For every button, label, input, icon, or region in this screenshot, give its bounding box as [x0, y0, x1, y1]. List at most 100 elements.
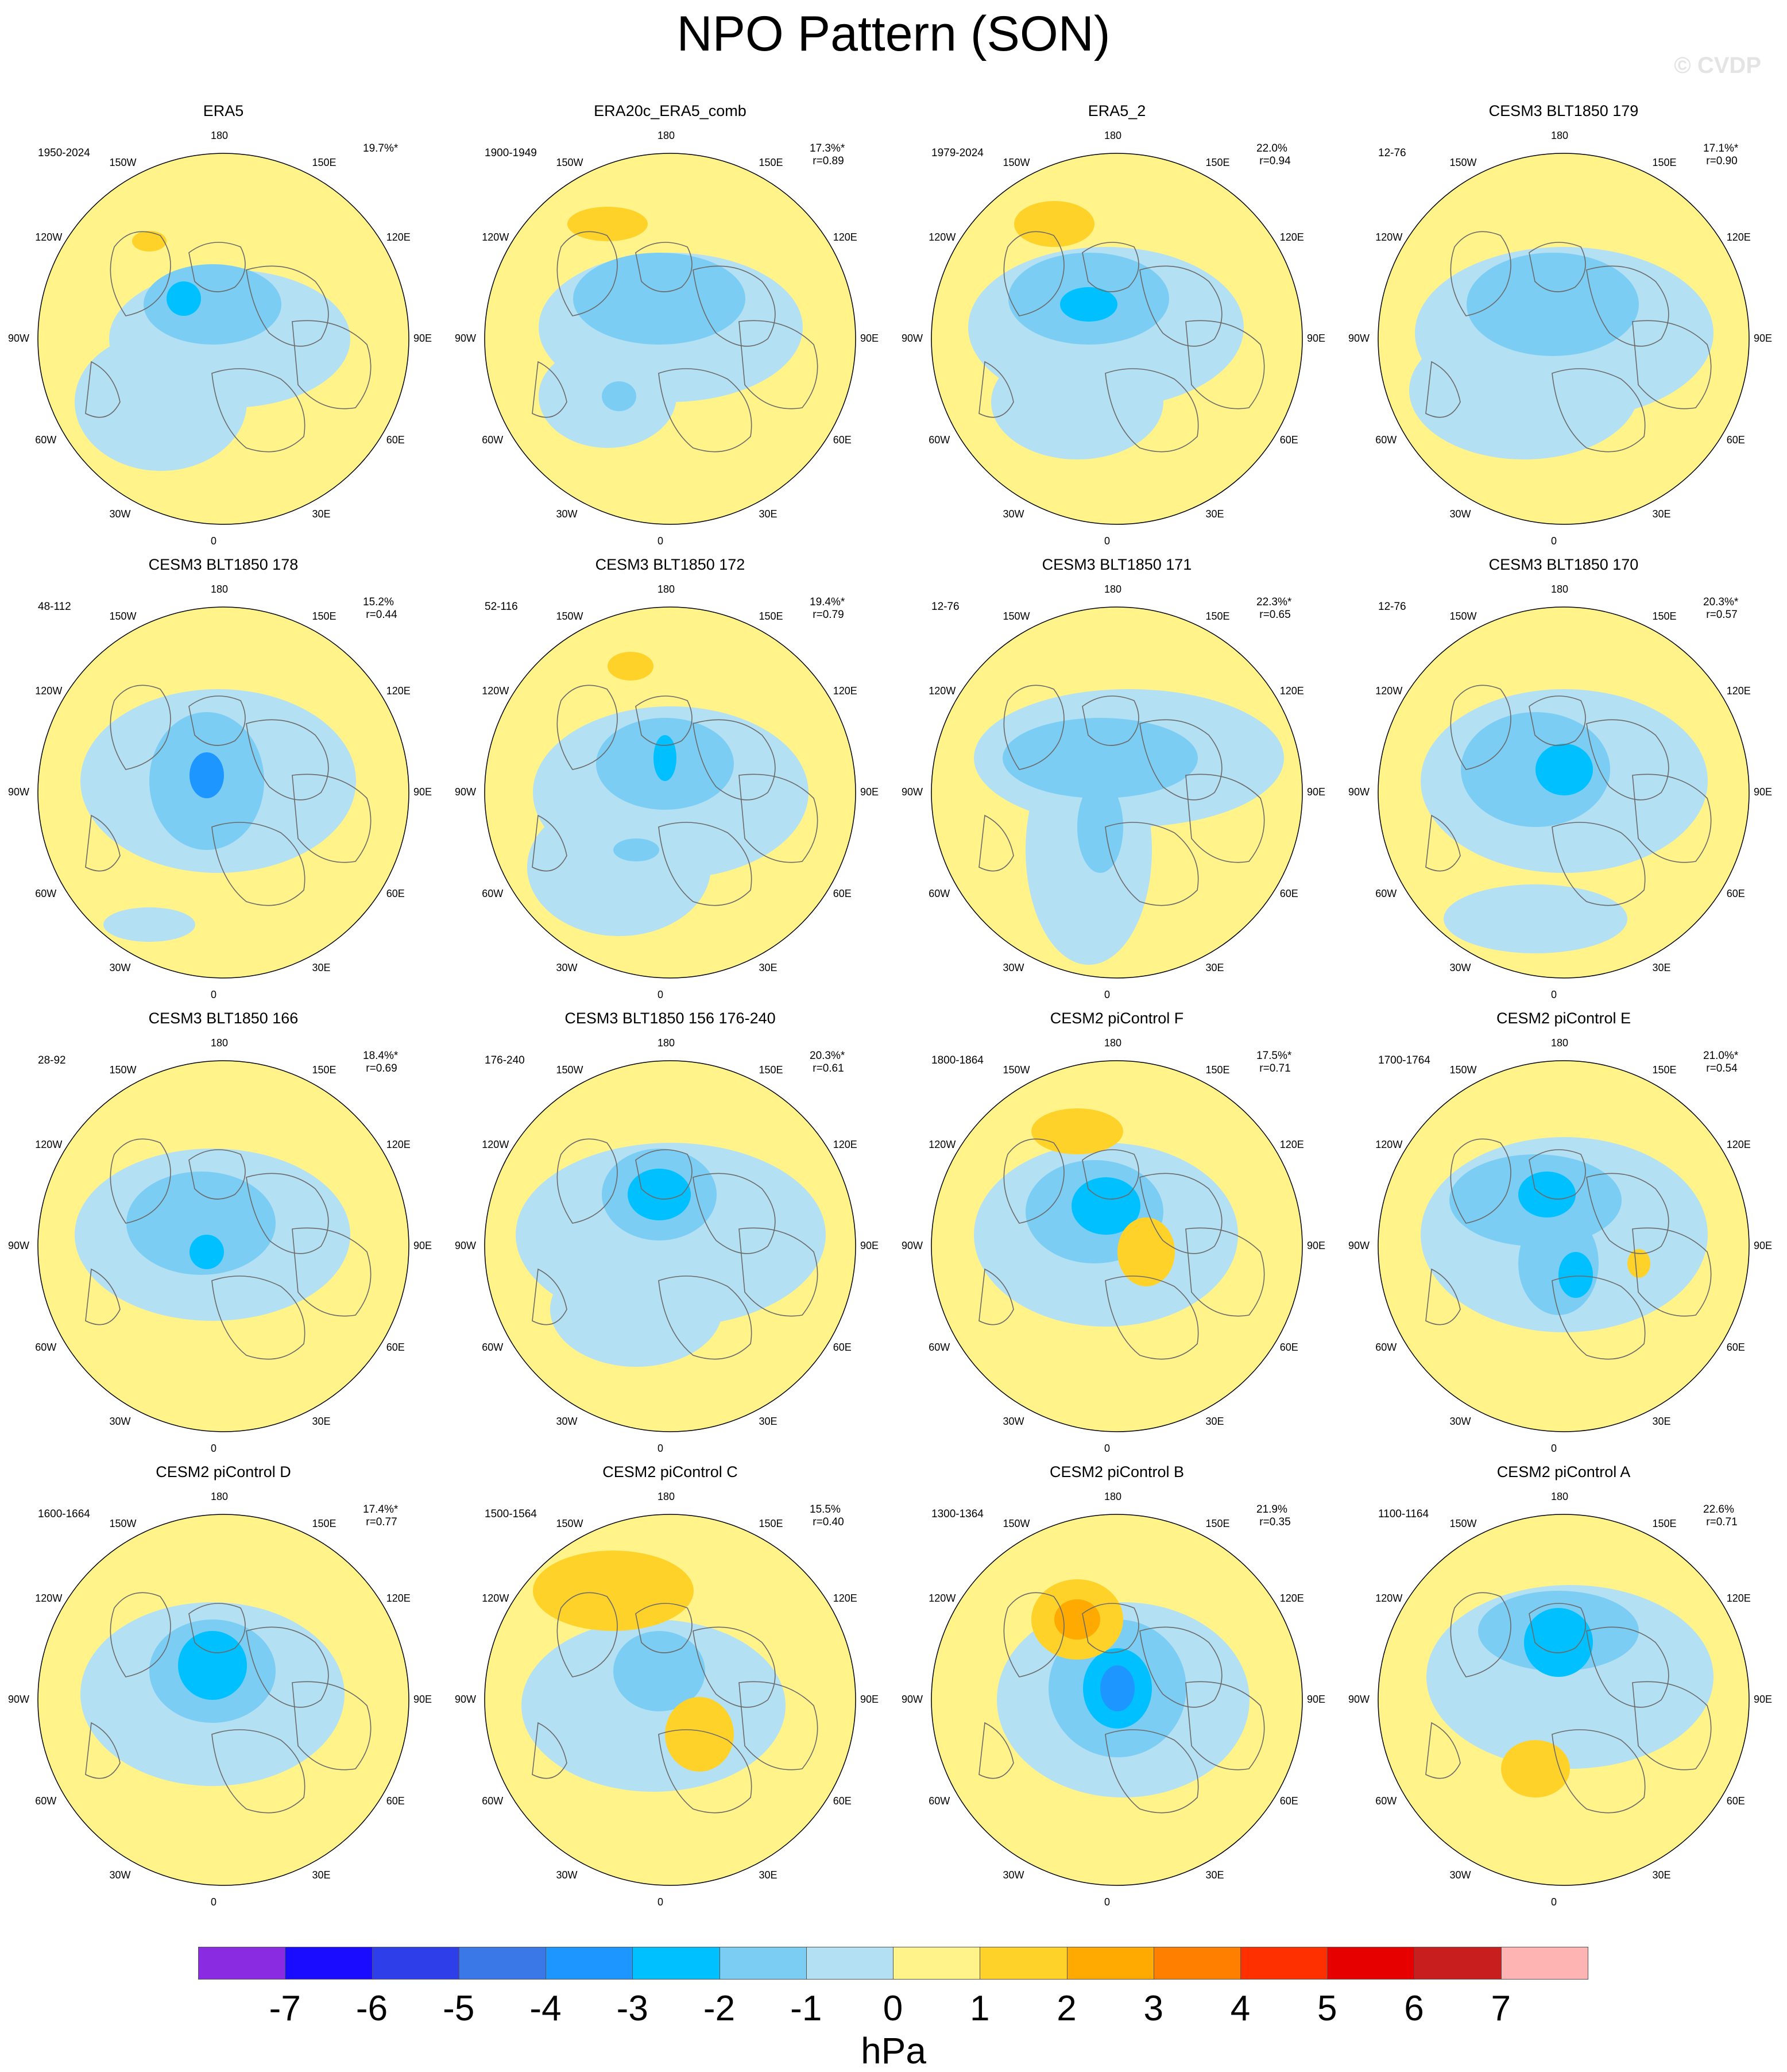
panel-statistics: 17.1%* r=0.90: [1703, 142, 1738, 168]
longitude-label: 120E: [833, 685, 857, 697]
colorbar-bin: [372, 1947, 459, 1980]
longitude-label: 120E: [1727, 1139, 1751, 1151]
longitude-label: 180: [657, 583, 675, 596]
longitude-label: 120E: [1727, 685, 1751, 697]
longitude-label: 90E: [860, 1240, 879, 1252]
panel-title: CESM2 piControl E: [1340, 1010, 1787, 1027]
positive-anomaly-region: [1014, 201, 1094, 247]
longitude-label: 120E: [833, 1139, 857, 1151]
panel-title: CESM3 BLT1850 172: [447, 556, 894, 574]
longitude-label: 180: [211, 1491, 228, 1503]
longitude-label: 60W: [482, 434, 503, 446]
colorbar-bin: [980, 1947, 1067, 1980]
longitude-label: 90E: [1307, 333, 1325, 345]
longitude-label: 150E: [759, 157, 783, 169]
longitude-label: 120W: [1375, 1592, 1402, 1605]
colorbar-unit: hPa: [0, 2030, 1787, 2072]
negative-anomaly-region: [1518, 1172, 1576, 1217]
map-panel: CESM3 BLT1850 172 52-116 19.4%* r=0.79 180 1…: [447, 551, 894, 1005]
panel-period: 1500-1564: [485, 1508, 537, 1521]
negative-anomaly-region: [1524, 1608, 1593, 1677]
longitude-label: 30E: [312, 508, 331, 520]
longitude-label: 90E: [1754, 333, 1772, 345]
panel-statistics: 21.9% r=0.35: [1256, 1503, 1291, 1529]
longitude-label: 150W: [110, 610, 137, 623]
longitude-label: 30E: [1206, 1869, 1224, 1881]
colorbar-bin: [1067, 1947, 1154, 1980]
longitude-label: 90E: [1307, 1240, 1325, 1252]
map-panel: CESM3 BLT1850 156 176-240 176-240 20.3%* r…: [447, 1005, 894, 1459]
positive-anomaly-region: [533, 1551, 694, 1631]
longitude-label: 0: [211, 535, 216, 547]
longitude-label: 90W: [455, 786, 476, 798]
longitude-label: 150W: [1450, 610, 1477, 623]
panel-title: CESM3 BLT1850 170: [1340, 556, 1787, 574]
longitude-label: 90E: [1307, 786, 1325, 798]
longitude-label: 90E: [1307, 1694, 1325, 1706]
longitude-label: 0: [657, 1896, 663, 1908]
longitude-label: 120W: [482, 231, 509, 243]
negative-anomaly-region: [527, 798, 711, 936]
longitude-label: 120E: [1727, 231, 1751, 243]
longitude-label: 30W: [110, 962, 131, 974]
longitude-label: 0: [657, 535, 663, 547]
longitude-label: 30W: [1450, 1869, 1471, 1881]
longitude-label: 120E: [1727, 1592, 1751, 1605]
colorbar-tick-label: 5: [1293, 1988, 1361, 2029]
longitude-label: 0: [211, 989, 216, 1001]
panel-period: 1300-1364: [931, 1508, 984, 1521]
longitude-label: 60W: [1375, 434, 1397, 446]
longitude-label: 30W: [556, 1416, 578, 1428]
longitude-label: 60W: [929, 1342, 950, 1354]
longitude-label: 0: [1551, 1443, 1557, 1455]
panel-title: CESM3 BLT1850 178: [0, 556, 447, 574]
longitude-label: 180: [657, 1491, 675, 1503]
colorbar-bin: [806, 1947, 894, 1980]
colorbar-bin: [893, 1947, 980, 1980]
longitude-label: 0: [1104, 1896, 1110, 1908]
longitude-label: 180: [1104, 1491, 1121, 1503]
longitude-label: 0: [1104, 535, 1110, 547]
map-panel: CESM3 BLT1850 179 12-76 17.1%* r=0.90 180 15…: [1340, 98, 1787, 551]
longitude-label: 90W: [902, 1694, 923, 1706]
colorbar-tick-label: -1: [772, 1988, 841, 2029]
longitude-label: 150W: [556, 157, 583, 169]
positive-anomaly-region: [1054, 1599, 1100, 1640]
negative-anomaly-region: [1100, 1665, 1135, 1711]
colorbar-bin: [285, 1947, 372, 1980]
panel-statistics: 17.4%* r=0.77: [363, 1503, 398, 1529]
colorbar-bin: [198, 1947, 285, 1980]
negative-anomaly-region: [991, 345, 1163, 459]
panel-title: CESM2 piControl D: [0, 1463, 447, 1481]
longitude-label: 30E: [1206, 962, 1224, 974]
longitude-label: 180: [1104, 130, 1121, 142]
negative-anomaly-region: [550, 1252, 722, 1367]
longitude-label: 60E: [386, 1342, 405, 1354]
panel-period: 48-112: [38, 601, 71, 613]
longitude-label: 30W: [1003, 1869, 1024, 1881]
longitude-label: 150W: [1003, 1518, 1030, 1530]
longitude-label: 30W: [1003, 508, 1024, 520]
longitude-label: 150E: [759, 1518, 783, 1530]
panel-period: 1800-1864: [931, 1054, 984, 1067]
longitude-label: 150E: [1206, 1064, 1230, 1076]
map-panel: CESM3 BLT1850 166 28-92 18.4%* r=0.69 180 15…: [0, 1005, 447, 1459]
longitude-label: 30E: [312, 1869, 331, 1881]
longitude-label: 30E: [1653, 962, 1671, 974]
longitude-label: 90E: [1754, 1694, 1772, 1706]
polar-map: [0, 98, 447, 551]
panel-period: 176-240: [485, 1054, 525, 1067]
map-panel: CESM3 BLT1850 171 12-76 22.3%* r=0.65 180 15…: [894, 551, 1340, 1005]
longitude-label: 30W: [1450, 1416, 1471, 1428]
negative-anomaly-region: [167, 281, 201, 316]
negative-anomaly-region: [1444, 884, 1627, 953]
longitude-label: 120E: [833, 1592, 857, 1605]
longitude-label: 180: [1104, 1037, 1121, 1049]
longitude-label: 30W: [556, 508, 578, 520]
longitude-label: 90E: [860, 786, 879, 798]
map-panel: CESM3 BLT1850 170 12-76 20.3%* r=0.57 180 15…: [1340, 551, 1787, 1005]
longitude-label: 180: [657, 130, 675, 142]
longitude-label: 150E: [1206, 1518, 1230, 1530]
longitude-label: 90W: [902, 333, 923, 345]
